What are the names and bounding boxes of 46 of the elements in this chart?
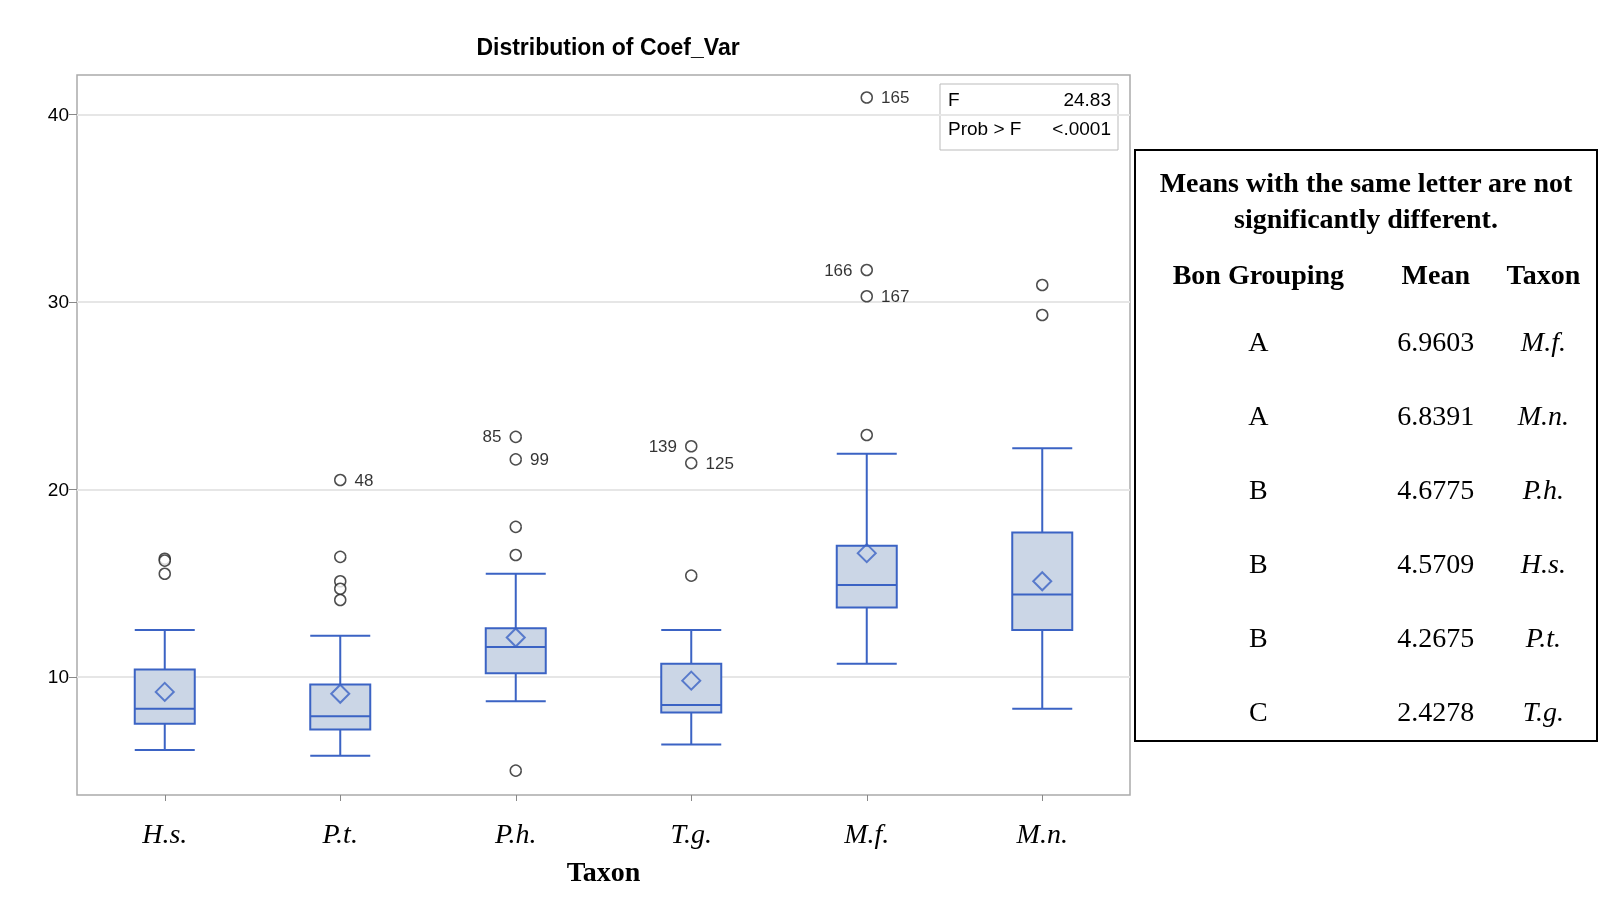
text: B xyxy=(1248,473,1269,507)
x-tick-label: T.g. xyxy=(670,817,712,849)
text: 2.4278 xyxy=(1396,695,1476,729)
text: C xyxy=(1248,695,1269,729)
annotation: 99 xyxy=(530,449,549,469)
annotation: 167 xyxy=(881,286,910,306)
x-tick-label: M.f. xyxy=(843,817,890,849)
y-tick-label: 10 xyxy=(47,666,69,688)
x-tick-label: H.s. xyxy=(141,817,188,849)
text: B xyxy=(1248,547,1269,581)
annotation: 125 xyxy=(705,453,734,473)
text: B xyxy=(1248,621,1269,655)
x-tick-label: P.h. xyxy=(494,817,537,849)
annotation: <.0001 xyxy=(1052,118,1111,139)
annotation: F xyxy=(948,89,960,110)
text: Bon Grouping xyxy=(1171,258,1346,292)
annotation: Prob > F xyxy=(948,118,1022,139)
text: 4.6775 xyxy=(1396,473,1476,507)
y-tick-label: 30 xyxy=(47,291,69,313)
text: M.n. xyxy=(1516,399,1571,433)
x-tick-label: M.n. xyxy=(1015,817,1068,849)
text: Means with the same letter are not significantly different. xyxy=(1158,166,1574,236)
chart-title: Distribution of Coef_Var xyxy=(476,33,740,60)
annotation: 166 xyxy=(824,260,853,280)
text: A xyxy=(1247,399,1270,433)
annotation: 85 xyxy=(482,427,502,447)
text: A xyxy=(1247,325,1270,359)
text: 4.2675 xyxy=(1396,621,1476,655)
text: H.s. xyxy=(1519,547,1567,581)
text: M.f. xyxy=(1519,325,1567,359)
annotation: 165 xyxy=(881,88,910,107)
annotation: 139 xyxy=(648,436,677,456)
annotation: 48 xyxy=(354,470,374,490)
text: P.t. xyxy=(1524,621,1562,655)
y-tick-label: 40 xyxy=(47,103,69,125)
x-axis-title: Taxon xyxy=(566,855,641,887)
text: Mean xyxy=(1400,258,1471,292)
text: P.h. xyxy=(1521,473,1566,507)
text: T.g. xyxy=(1521,695,1566,729)
annotation: 24.83 xyxy=(1063,89,1111,110)
y-tick-label: 20 xyxy=(47,478,69,500)
text: 6.8391 xyxy=(1396,399,1476,433)
text: Taxon xyxy=(1505,258,1582,292)
x-tick-label: P.t. xyxy=(321,817,358,849)
text: 4.5709 xyxy=(1396,547,1476,581)
text: 6.9603 xyxy=(1396,325,1476,359)
